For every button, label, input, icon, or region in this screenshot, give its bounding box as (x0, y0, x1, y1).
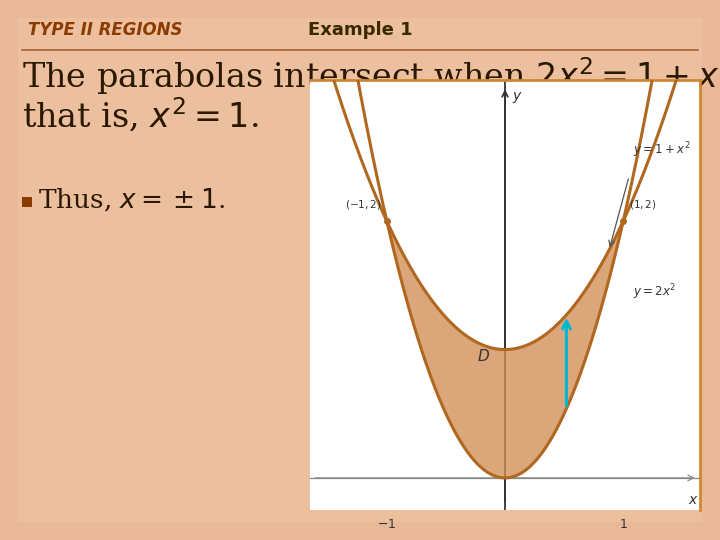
Text: $y$: $y$ (512, 90, 523, 105)
Text: Thus, $x = \pm1$.: Thus, $x = \pm1$. (38, 186, 225, 213)
Text: $D$: $D$ (477, 348, 490, 364)
Bar (22, 197, 32, 207)
Text: $(-1, 2)$: $(-1, 2)$ (345, 198, 381, 211)
Text: The parabolas intersect when $2x^2 = 1 + x^2$,: The parabolas intersect when $2x^2 = 1 +… (22, 55, 720, 97)
Text: $(1, 2)$: $(1, 2)$ (629, 198, 657, 211)
Text: $x$: $x$ (688, 494, 699, 507)
Text: TYPE II REGIONS: TYPE II REGIONS (28, 21, 182, 39)
Text: $y = 1 + x^2$: $y = 1 + x^2$ (633, 141, 690, 160)
Text: Example 1: Example 1 (307, 21, 413, 39)
Text: $y = 2x^2$: $y = 2x^2$ (633, 282, 676, 302)
Text: that is, $x^2 = 1$.: that is, $x^2 = 1$. (22, 97, 258, 135)
